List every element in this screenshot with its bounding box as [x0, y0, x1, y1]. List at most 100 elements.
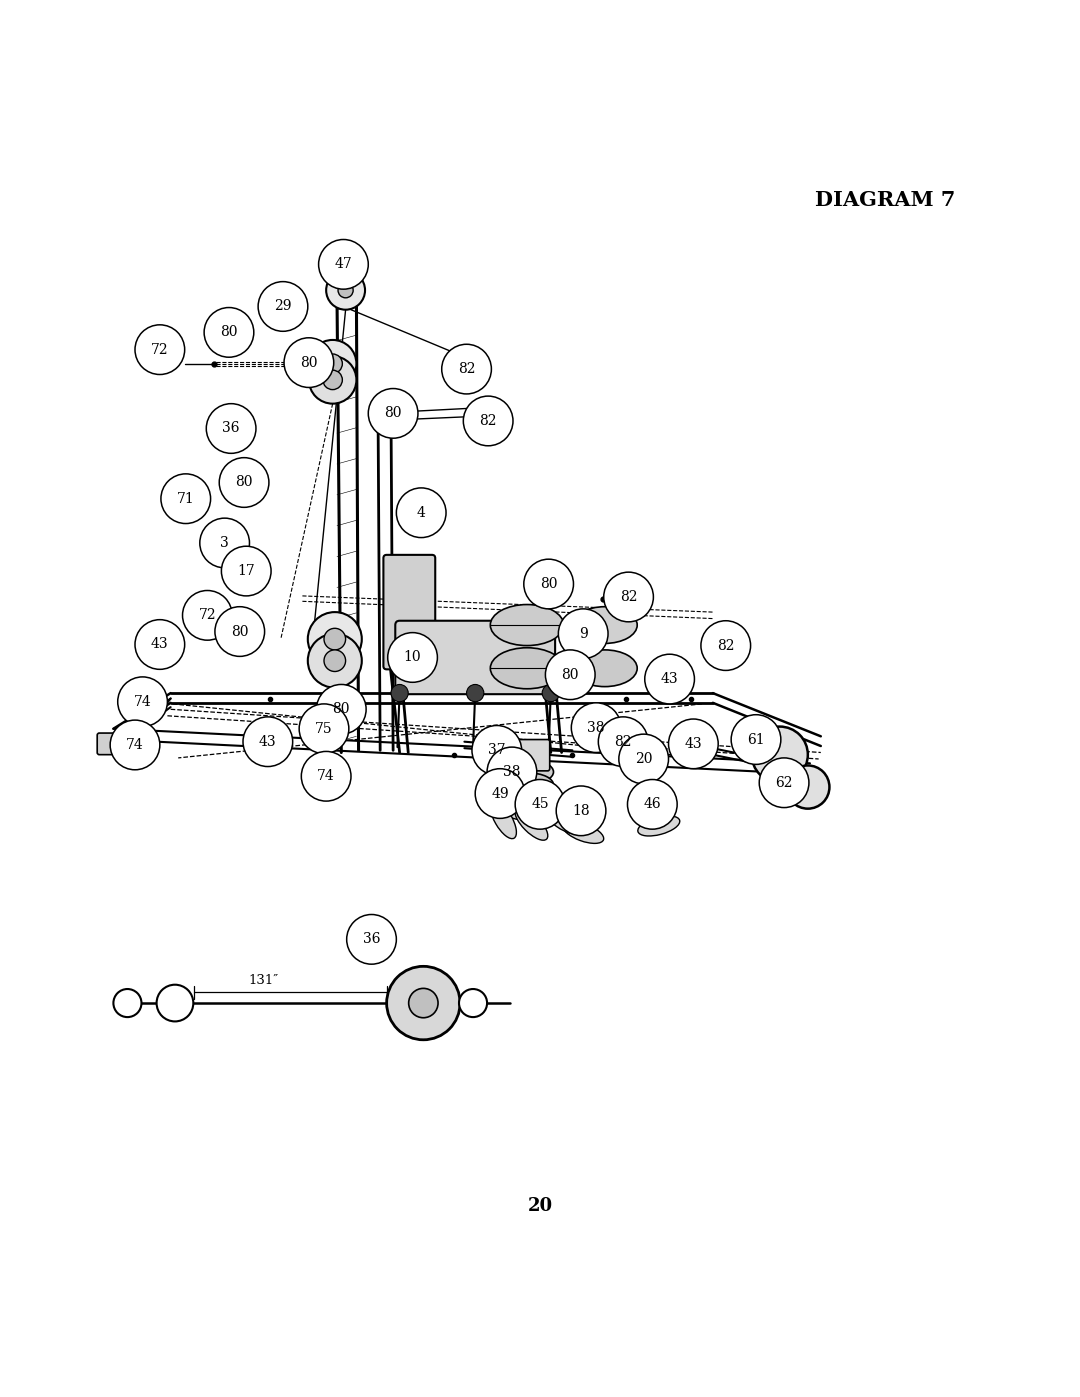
Text: 80: 80: [235, 475, 253, 489]
Text: 82: 82: [717, 638, 734, 652]
Circle shape: [347, 915, 396, 964]
Text: 80: 80: [300, 356, 318, 370]
Text: 43: 43: [151, 637, 168, 651]
Ellipse shape: [555, 813, 568, 821]
Circle shape: [669, 719, 718, 768]
Circle shape: [408, 988, 438, 1018]
Circle shape: [388, 633, 437, 682]
Text: 45: 45: [531, 798, 549, 812]
Circle shape: [627, 780, 677, 830]
Text: 80: 80: [540, 577, 557, 591]
Circle shape: [316, 685, 366, 735]
Circle shape: [759, 759, 809, 807]
Circle shape: [524, 559, 573, 609]
Ellipse shape: [505, 760, 554, 784]
Text: 37: 37: [488, 743, 505, 757]
Circle shape: [786, 766, 829, 809]
Circle shape: [323, 353, 342, 373]
Text: 131″: 131″: [248, 974, 279, 986]
Circle shape: [323, 370, 342, 390]
Circle shape: [219, 458, 269, 507]
Ellipse shape: [563, 821, 604, 844]
Circle shape: [308, 634, 362, 687]
Text: 43: 43: [259, 735, 276, 749]
Text: 62: 62: [775, 775, 793, 789]
Circle shape: [243, 717, 293, 767]
Ellipse shape: [544, 807, 557, 814]
Circle shape: [319, 239, 368, 289]
Text: DIAGRAM 7: DIAGRAM 7: [815, 190, 956, 210]
Text: 72: 72: [151, 342, 168, 356]
Text: 36: 36: [222, 422, 240, 436]
Circle shape: [391, 685, 408, 701]
FancyBboxPatch shape: [486, 739, 550, 771]
Text: 74: 74: [134, 694, 151, 708]
Circle shape: [301, 752, 351, 800]
Circle shape: [326, 696, 356, 726]
Text: 80: 80: [220, 326, 238, 339]
FancyBboxPatch shape: [395, 620, 555, 694]
Circle shape: [368, 388, 418, 439]
Circle shape: [472, 725, 522, 775]
Ellipse shape: [566, 820, 579, 827]
Circle shape: [258, 282, 308, 331]
Ellipse shape: [515, 807, 548, 840]
Circle shape: [135, 620, 185, 669]
Circle shape: [467, 685, 484, 701]
Ellipse shape: [638, 816, 679, 835]
Text: 80: 80: [231, 624, 248, 638]
Text: 71: 71: [177, 492, 194, 506]
Text: 82: 82: [480, 414, 497, 427]
Circle shape: [542, 685, 559, 701]
Circle shape: [161, 474, 211, 524]
Ellipse shape: [523, 793, 536, 802]
Ellipse shape: [488, 793, 527, 820]
Circle shape: [731, 715, 781, 764]
Ellipse shape: [543, 805, 580, 834]
Circle shape: [326, 271, 365, 310]
Text: 9: 9: [579, 627, 588, 641]
Text: 4: 4: [417, 506, 426, 520]
Circle shape: [221, 546, 271, 597]
Circle shape: [324, 650, 346, 672]
Text: 47: 47: [335, 257, 352, 271]
Circle shape: [200, 518, 249, 567]
Circle shape: [396, 488, 446, 538]
Circle shape: [113, 989, 141, 1017]
Text: 80: 80: [384, 407, 402, 420]
Ellipse shape: [490, 605, 564, 645]
Text: 82: 82: [620, 590, 637, 604]
Circle shape: [135, 326, 185, 374]
Circle shape: [459, 989, 487, 1017]
Circle shape: [487, 747, 537, 796]
FancyBboxPatch shape: [97, 733, 134, 754]
Ellipse shape: [572, 650, 637, 686]
Circle shape: [206, 404, 256, 454]
Text: 61: 61: [747, 732, 765, 746]
Circle shape: [183, 591, 232, 640]
Circle shape: [299, 704, 349, 753]
Circle shape: [308, 612, 362, 666]
Text: 82: 82: [458, 362, 475, 376]
Text: 10: 10: [404, 651, 421, 665]
Text: 80: 80: [562, 668, 579, 682]
Circle shape: [645, 654, 694, 704]
Text: 3: 3: [220, 536, 229, 550]
Text: 43: 43: [661, 672, 678, 686]
Circle shape: [309, 356, 356, 404]
Text: 46: 46: [644, 798, 661, 812]
Circle shape: [545, 650, 595, 700]
Ellipse shape: [490, 800, 516, 838]
Circle shape: [324, 629, 346, 650]
Circle shape: [387, 967, 460, 1039]
Text: 72: 72: [199, 608, 216, 622]
Circle shape: [309, 339, 356, 387]
Circle shape: [701, 620, 751, 671]
Circle shape: [619, 735, 669, 784]
Circle shape: [598, 717, 648, 767]
FancyBboxPatch shape: [383, 555, 435, 669]
Circle shape: [752, 726, 808, 782]
Ellipse shape: [505, 773, 554, 796]
Text: 75: 75: [315, 722, 333, 736]
Text: 49: 49: [491, 787, 509, 800]
